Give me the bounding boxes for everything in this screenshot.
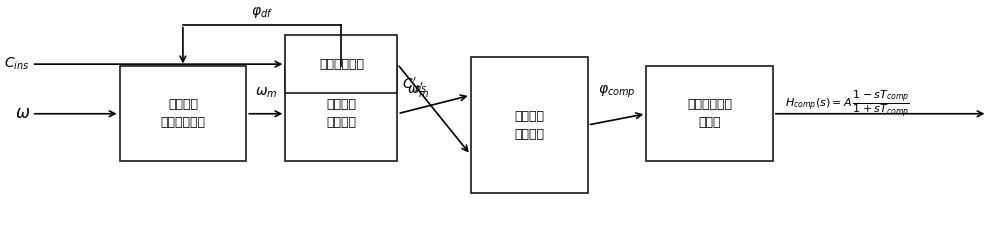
- Text: $C_{ins}'$: $C_{ins}'$: [402, 76, 428, 95]
- Bar: [285, 35, 397, 93]
- Text: $\varphi_{df}$: $\varphi_{df}$: [251, 5, 273, 20]
- Text: 滤波时延
补偿单元: 滤波时延 补偿单元: [326, 98, 356, 129]
- Text: 移相控制器生
成单元: 移相控制器生 成单元: [687, 98, 732, 129]
- Text: $\omega_m$: $\omega_m$: [255, 86, 277, 100]
- Bar: [646, 66, 773, 161]
- Bar: [471, 57, 588, 193]
- Text: 波形变换单元: 波形变换单元: [319, 58, 364, 71]
- Text: $C_{ins}$: $C_{ins}$: [4, 56, 30, 72]
- Text: $\omega$: $\omega$: [15, 105, 30, 122]
- Text: $\omega_m'$: $\omega_m'$: [407, 81, 430, 100]
- Text: 转速信号
模态滤波单元: 转速信号 模态滤波单元: [160, 98, 205, 129]
- Text: $H_{comp}(s)=A\,\dfrac{1-sT_{comp}}{1+sT_{comp}}$: $H_{comp}(s)=A\,\dfrac{1-sT_{comp}}{1+sT…: [785, 89, 910, 120]
- Bar: [285, 66, 397, 161]
- Bar: [120, 66, 246, 161]
- Text: 移相角度
生成单元: 移相角度 生成单元: [514, 110, 544, 140]
- Text: $\varphi_{comp}$: $\varphi_{comp}$: [598, 84, 636, 100]
